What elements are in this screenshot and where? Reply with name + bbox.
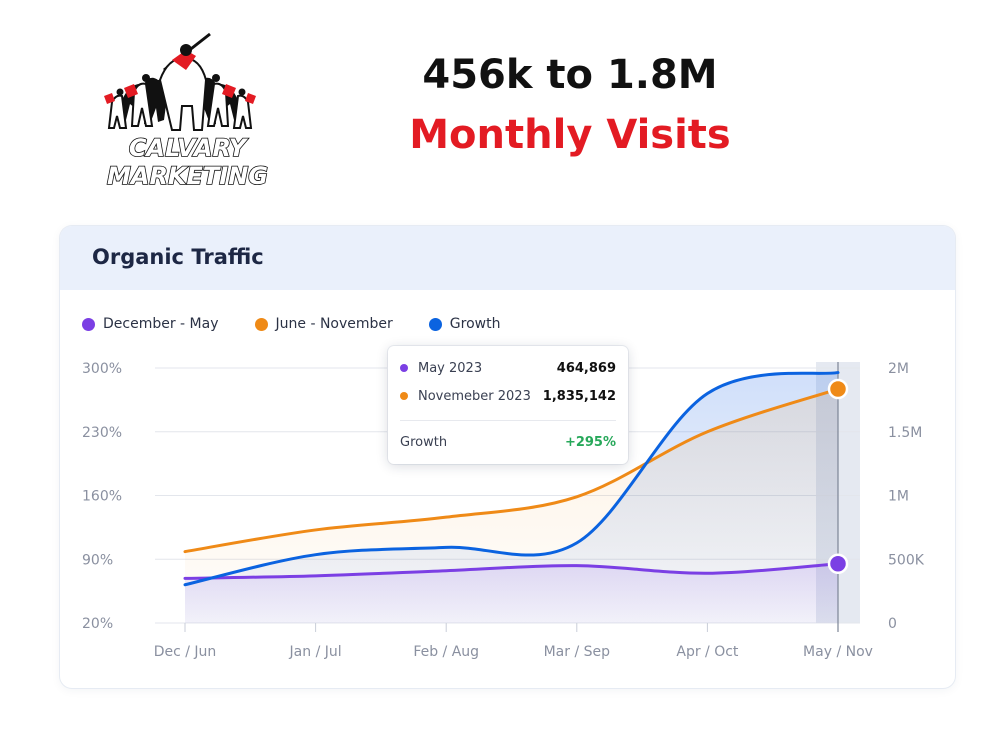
legend-dot-icon — [254, 317, 268, 331]
line-chart: 300% 230% 160% 90% 20% 2M 1.5M 1M 500K 0 Dec / Jun… — [82, 361, 925, 660]
tooltip-value: 1,835,142 — [542, 388, 616, 404]
card-header: Organic Traffic — [60, 226, 955, 290]
series-line-growth — [183, 371, 840, 587]
tooltip-growth-label: Growth — [400, 434, 448, 450]
tooltip-dot-icon — [400, 364, 408, 372]
legend-label: Growth — [449, 316, 501, 332]
x-tick-label: Apr / Oct — [676, 644, 739, 660]
x-tick-label: Feb / Aug — [413, 644, 479, 660]
legend-label: December - May — [103, 316, 219, 332]
cavalry-riders-icon — [104, 32, 256, 131]
series-area-december-may — [185, 563, 838, 623]
hover-point-december-may — [827, 553, 849, 574]
x-tick-label: May / Nov — [803, 644, 873, 660]
legend-dot-icon — [82, 317, 95, 331]
hover-point-june-november — [827, 378, 849, 400]
legend-item-december-may[interactable]: December - May — [82, 316, 219, 332]
series-line-december-may — [183, 562, 840, 580]
tooltip-dot-icon — [400, 392, 408, 400]
series-line-june-november — [183, 387, 840, 554]
chart-legend: December - May June - November Growth — [82, 314, 536, 334]
y-left-tick-label: 90% — [82, 552, 113, 568]
legend-dot-icon — [428, 317, 442, 331]
y-left-tick-label: 20% — [82, 616, 113, 632]
y-right-tick-label: 1M — [888, 489, 909, 505]
y-right-tick-label: 2M — [888, 361, 909, 377]
legend-item-june-november[interactable]: June - November — [254, 316, 393, 332]
x-tick-label: Mar / Sep — [544, 644, 611, 660]
tooltip-row-november: Novemeber 2023 1,835,142 — [400, 386, 616, 406]
chart-title: Organic Traffic — [92, 245, 264, 269]
tooltip-divider — [400, 420, 616, 421]
tooltip-growth-value: +295% — [564, 434, 616, 450]
y-right-tick-label: 0 — [888, 616, 897, 632]
chart-card: Organic Traffic December - May June - No… — [60, 226, 955, 688]
y-left-tick-label: 160% — [82, 489, 122, 505]
tooltip-row-growth: Growth +295% — [400, 432, 616, 452]
x-tick-label: Jan / Jul — [289, 644, 342, 660]
y-left-tick-label: 230% — [82, 425, 122, 441]
headline-range: 456k to 1.8M — [422, 52, 718, 98]
tooltip-value: 464,869 — [556, 360, 616, 376]
tooltip-row-may: May 2023 464,869 — [400, 358, 616, 378]
y-right-tick-label: 1.5M — [888, 425, 922, 441]
tooltip-label: Novemeber 2023 — [418, 388, 531, 404]
y-right-tick-label: 500K — [888, 552, 925, 568]
headline-subtitle: Monthly Visits — [409, 112, 731, 158]
legend-item-growth[interactable]: Growth — [428, 316, 501, 332]
tooltip-label: May 2023 — [418, 360, 483, 376]
y-left-tick-label: 300% — [82, 361, 122, 377]
legend-label: June - November — [275, 316, 393, 332]
x-tick-label: Dec / Jun — [154, 644, 217, 660]
logo: CALVARY MARKETING — [60, 30, 315, 191]
chart-tooltip: May 2023 464,869 Novemeber 2023 1,835,14… — [388, 346, 628, 464]
logo-text: CALVARY MARKETING — [106, 133, 269, 191]
